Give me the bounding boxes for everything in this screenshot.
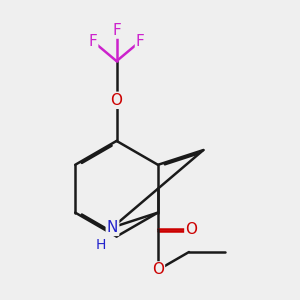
Text: F: F [88, 34, 97, 49]
Text: H: H [96, 238, 106, 251]
Text: O: O [185, 222, 197, 237]
Text: O: O [152, 262, 164, 278]
Text: N: N [107, 220, 118, 235]
Text: O: O [111, 93, 123, 108]
Text: F: F [136, 34, 145, 49]
Text: F: F [112, 22, 121, 38]
